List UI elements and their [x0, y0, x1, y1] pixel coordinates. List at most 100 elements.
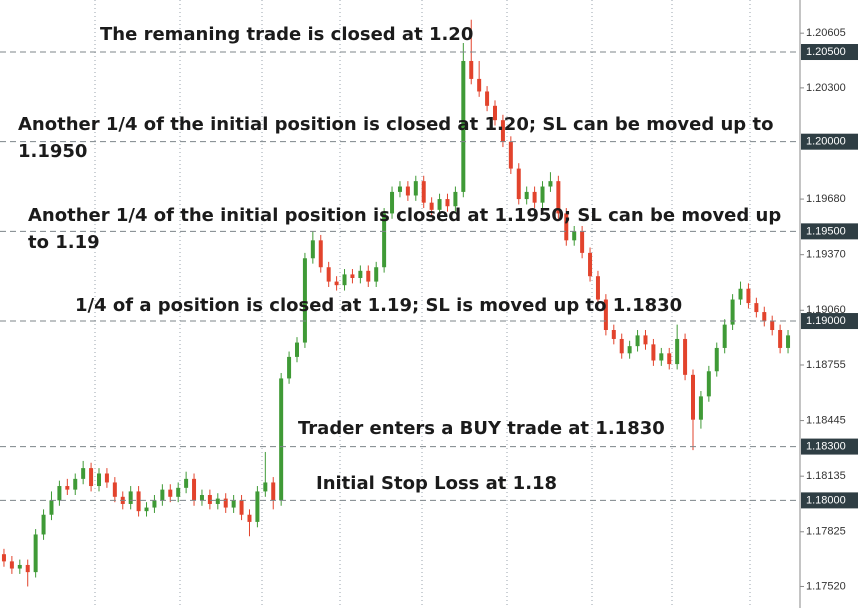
candle-body: [382, 213, 387, 268]
candle-body: [643, 335, 648, 345]
candle-body: [746, 288, 751, 304]
time-grid: [94, 0, 751, 608]
candle-body: [421, 181, 426, 203]
candle-body: [223, 498, 228, 508]
candle-body: [413, 181, 418, 196]
candle-body: [477, 78, 482, 92]
candle-body: [397, 186, 402, 192]
y-tick-label: 1.17520: [806, 580, 846, 592]
annotation: Trader enters a BUY trade at 1.1830: [298, 418, 665, 439]
candle-body: [706, 371, 711, 397]
annotation: 1.1950: [18, 141, 87, 162]
candle-body: [144, 507, 149, 512]
candle-body: [287, 356, 292, 379]
candle-body: [429, 202, 434, 210]
candle-body: [698, 396, 703, 420]
candle-body: [128, 491, 133, 504]
candle-body: [508, 141, 513, 169]
annotation: Another 1/4 of the initial position is c…: [28, 205, 781, 226]
annotation: Initial Stop Loss at 1.18: [316, 473, 557, 494]
y-tick-label: 1.18445: [806, 414, 846, 426]
level-label-box: [801, 223, 858, 240]
level-label: 1.20000: [806, 136, 846, 148]
level-label: 1.19000: [806, 315, 846, 327]
candle-body: [469, 60, 474, 79]
candle-body: [445, 199, 450, 207]
candle-body: [231, 500, 236, 508]
candle-body: [437, 199, 442, 210]
candle-body: [651, 344, 656, 361]
candle-body: [176, 487, 181, 497]
y-tick-label: 1.17825: [806, 526, 846, 538]
candle-body: [762, 312, 767, 322]
y-tick-label: 1.18755: [806, 359, 846, 371]
candle-body: [41, 514, 46, 535]
candle-body: [112, 482, 117, 497]
candle-body: [619, 338, 624, 354]
candle-body: [302, 258, 307, 343]
candle-body: [754, 303, 759, 313]
candles: [1, 19, 791, 587]
candle-body: [168, 489, 173, 497]
level-label: 1.18000: [806, 494, 846, 506]
candle-body: [160, 489, 165, 501]
candle-body: [493, 105, 497, 121]
candle-body: [263, 482, 268, 492]
candle-body: [342, 274, 347, 286]
annotation: The remaning trade is closed at 1.20: [100, 24, 473, 45]
candle-body: [9, 561, 14, 569]
level-label: 1.20500: [806, 46, 846, 58]
candle-body: [366, 270, 371, 282]
candle-body: [97, 473, 101, 487]
candle-body: [239, 500, 244, 515]
candle-body: [350, 274, 355, 278]
level-label: 1.18300: [806, 440, 846, 452]
candle-body: [279, 378, 284, 501]
candle-body: [207, 495, 212, 504]
level-label: 1.19500: [806, 225, 846, 237]
candle-body: [247, 514, 252, 522]
annotation: to 1.19: [28, 232, 100, 253]
candle-body: [500, 120, 505, 142]
candle-body: [548, 181, 553, 187]
candle-body: [540, 186, 545, 203]
candle-body: [358, 270, 363, 278]
candle-body: [184, 478, 189, 488]
y-tick-label: 1.19370: [806, 249, 846, 261]
y-tick-label: 1.19680: [806, 193, 846, 205]
candle-body: [192, 478, 197, 501]
candle-body: [73, 478, 78, 490]
candle-body: [595, 276, 600, 300]
candle-body: [271, 482, 276, 501]
candle-body: [786, 335, 791, 348]
candle-body: [255, 491, 260, 522]
candle-body: [675, 338, 680, 365]
candle-body: [334, 281, 339, 286]
candle-body: [667, 353, 672, 365]
candle-body: [326, 267, 331, 282]
candle-body: [714, 347, 719, 372]
y-tick-label: 1.20605: [806, 27, 846, 39]
candle-body: [453, 191, 458, 207]
y-tick-label: 1.20300: [806, 82, 846, 94]
level-label-box: [801, 133, 858, 150]
candle-body: [374, 267, 379, 282]
candle-body: [152, 500, 157, 508]
candle-body: [524, 191, 529, 200]
candle-body: [81, 468, 86, 479]
candle-body: [65, 486, 70, 490]
candle-body: [461, 60, 466, 192]
candle-body: [57, 486, 62, 501]
level-label-box: [801, 438, 858, 455]
candle-body: [603, 299, 608, 331]
candle-body: [532, 191, 537, 203]
candle-body: [17, 564, 22, 569]
candle-body: [89, 468, 94, 487]
candle-body: [722, 324, 727, 348]
candle-body: [738, 288, 743, 300]
candle-body: [310, 240, 315, 259]
candle-body: [1, 554, 6, 562]
candle-body: [295, 342, 299, 357]
